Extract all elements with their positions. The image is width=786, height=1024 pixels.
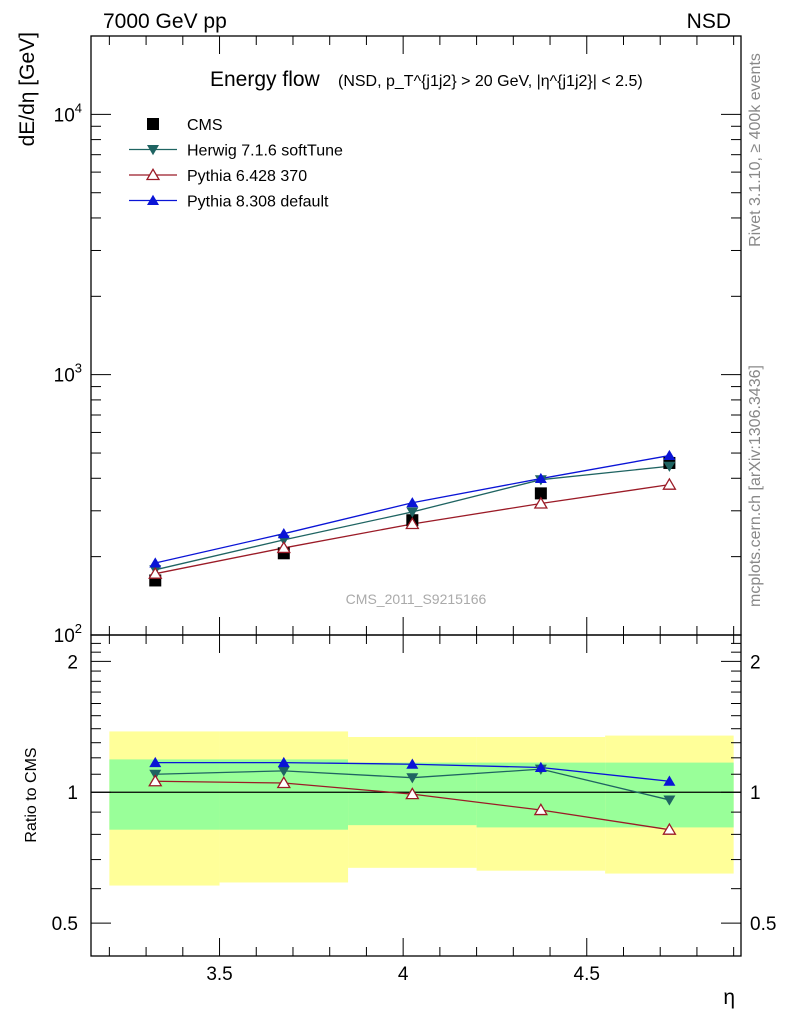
- legend: CMS Herwig 7.1.6 softTune Pythia 6.428 370…: [129, 117, 343, 211]
- legend-pythia6-label: Pythia 6.428 370: [187, 168, 307, 185]
- ratio-pythia6-point: [405, 787, 420, 800]
- ratio-y-tick-label-left: 2: [67, 652, 78, 673]
- legend-pythia8-label: Pythia 8.308 default: [187, 194, 329, 211]
- watermark-analysis-id: CMS_2011_S9215166: [346, 591, 487, 607]
- legend-cms-marker: [147, 118, 159, 130]
- ratio-herwig-point: [663, 795, 676, 806]
- pythia8-point: [663, 449, 676, 461]
- herwig-point: [663, 461, 676, 472]
- pythia6-point: [148, 566, 163, 579]
- ratio-y-tick-label-left: 1: [67, 783, 78, 804]
- cms-point: [534, 487, 547, 500]
- rivet-version-label: Rivet 3.1.10, ≥ 400k events: [747, 53, 764, 247]
- uncertainty-band-inner: [605, 762, 734, 828]
- ratio-pythia8-point: [534, 761, 547, 772]
- chart-title-main: Energy flow: [210, 68, 321, 91]
- ratio-herwig-point: [277, 766, 290, 777]
- pythia6-point: [405, 516, 420, 530]
- ratio-pythia8-point: [149, 756, 162, 768]
- header-collision-label: 7000 GeV pp: [103, 10, 227, 33]
- chart-title-detail-text: (NSD, p_T^{j1j2} > 20 GeV, |η^{j1j2}| < …: [338, 73, 643, 90]
- mcplots-reference-label: mcplots.cern.ch [arXiv:1306.3436]: [747, 365, 764, 607]
- ratio-pythia6-point: [276, 776, 291, 789]
- legend-pythia8-marker: [147, 194, 159, 205]
- ratio-y-axis-label: Ratio to CMS: [23, 747, 40, 842]
- x-axis-label: η: [723, 986, 735, 1009]
- ratio-y-tick-label-left: 0.5: [52, 914, 78, 935]
- pythia8-point: [534, 472, 547, 484]
- ratio-pythia6-point: [148, 774, 163, 787]
- ratio-pythia8-point: [663, 775, 676, 786]
- ratio-y-tick-label-right: 1: [750, 783, 761, 804]
- pythia6-point: [533, 496, 548, 509]
- main-y-tick-label: 103: [54, 361, 82, 387]
- ratio-herwig-point: [406, 773, 419, 784]
- ratio-plot-frame: [90, 634, 742, 957]
- main-y-tick-label: 102: [54, 621, 82, 647]
- ratio-y-tick-label-right: 0.5: [750, 914, 776, 935]
- pythia8-point: [406, 497, 419, 508]
- ratio-pythia6-point: [533, 803, 548, 816]
- legend-cms-label: CMS: [187, 117, 223, 134]
- x-tick-label: 4: [398, 964, 409, 985]
- pythia6-point: [662, 477, 677, 490]
- ratio-pythia8-point: [277, 756, 290, 768]
- chart-title-detail: (NSD, p_T^{j1j2} > 20 GeV, |η^{j1j2}| < …: [338, 73, 643, 90]
- ratio-y-tick-label-right: 2: [750, 652, 761, 673]
- main-y-tick-label: 104: [54, 100, 82, 126]
- pythia8-point: [277, 527, 290, 539]
- legend-herwig-label: Herwig 7.1.6 softTune: [187, 143, 343, 160]
- ratio-panel: 0.5 0.5 1 1 2 2 3.5 4 4.5 Ratio to CMS η: [23, 634, 776, 1009]
- x-tick-label: 3.5: [206, 964, 232, 985]
- legend-herwig-marker: [147, 145, 159, 156]
- pythia8-point: [149, 557, 162, 568]
- legend-pythia6-marker: [145, 168, 161, 181]
- main-y-axis-label: dE/dη [GeV]: [16, 32, 39, 146]
- ratio-pythia8-point: [406, 758, 419, 769]
- x-tick-label: 4.5: [574, 964, 600, 985]
- uncertainty-band-inner: [109, 759, 220, 830]
- herwig-point: [406, 507, 419, 518]
- header-process-label: NSD: [687, 10, 731, 33]
- chart-title: Energy flow: [210, 68, 321, 91]
- ratio-pythia6-point: [662, 822, 677, 835]
- pythia6-point: [276, 540, 291, 554]
